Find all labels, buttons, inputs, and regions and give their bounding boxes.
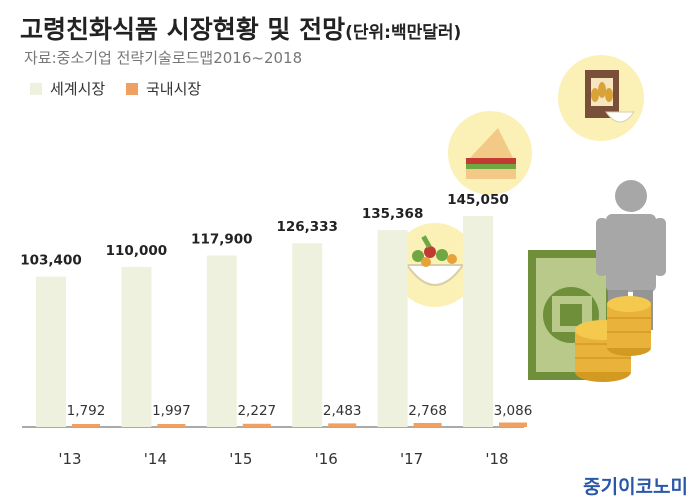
bar-domestic-1 — [157, 424, 186, 427]
legend-swatch-world — [30, 82, 42, 95]
value-label-domestic-1: 1,997 — [152, 403, 191, 419]
cereal-box-icon — [558, 55, 644, 141]
value-label-domestic-5: 3,086 — [494, 403, 533, 419]
bar-world-4 — [377, 230, 408, 427]
value-label-world-1: 110,000 — [106, 243, 168, 259]
value-label-world-5: 145,050 — [447, 192, 509, 208]
chart-source: 자료:중소기업 전략기술로드맵2016~2018 — [24, 49, 303, 67]
salad-bowl-icon — [393, 223, 477, 307]
value-label-domestic-3: 2,483 — [323, 403, 362, 419]
value-label-world-0: 103,400 — [20, 253, 82, 269]
x-tick-label-2: '15 — [229, 450, 252, 468]
bar-world-5 — [463, 216, 493, 427]
bar-domestic-0 — [72, 424, 100, 427]
value-label-domestic-4: 2,768 — [408, 403, 447, 419]
bar-world-0 — [36, 276, 66, 427]
value-label-domestic-0: 1,792 — [67, 403, 106, 419]
bar-domestic-5 — [499, 422, 527, 427]
x-tick-label-5: '18 — [485, 450, 508, 468]
x-tick-label-0: '13 — [58, 450, 81, 468]
legend-label-world: 세계시장 — [50, 80, 106, 98]
bar-domestic-3 — [328, 423, 357, 427]
bar-world-3 — [292, 243, 323, 427]
legend-item-domestic: 국내시장 — [126, 78, 201, 99]
bar-world-1 — [121, 266, 152, 427]
bar-world-2 — [206, 255, 237, 427]
bar-domestic-2 — [242, 423, 271, 427]
x-tick-label-1: '14 — [144, 450, 167, 468]
legend-item-world: 세계시장 — [30, 78, 105, 99]
value-label-domestic-2: 2,227 — [237, 403, 276, 419]
legend-swatch-domestic — [126, 82, 138, 95]
value-label-world-3: 126,333 — [276, 219, 338, 235]
chart-title-text: 고령친화식품 시장현황 및 전망 — [20, 15, 346, 44]
legend-label-domestic: 국내시장 — [146, 80, 202, 98]
chart-title: 고령친화식품 시장현황 및 전망(단위:백만달러) — [20, 10, 461, 46]
sandwich-icon — [448, 111, 532, 195]
bar-domestic-4 — [413, 422, 442, 427]
value-label-world-4: 135,368 — [362, 206, 424, 222]
chart-unit: (단위:백만달러) — [345, 23, 462, 43]
x-tick-label-4: '17 — [400, 450, 423, 468]
x-tick-label-3: '16 — [315, 450, 338, 468]
value-label-world-2: 117,900 — [191, 231, 253, 247]
coin-stack-icon — [575, 296, 651, 382]
publisher-credit: 중기이코노미 — [583, 476, 688, 498]
